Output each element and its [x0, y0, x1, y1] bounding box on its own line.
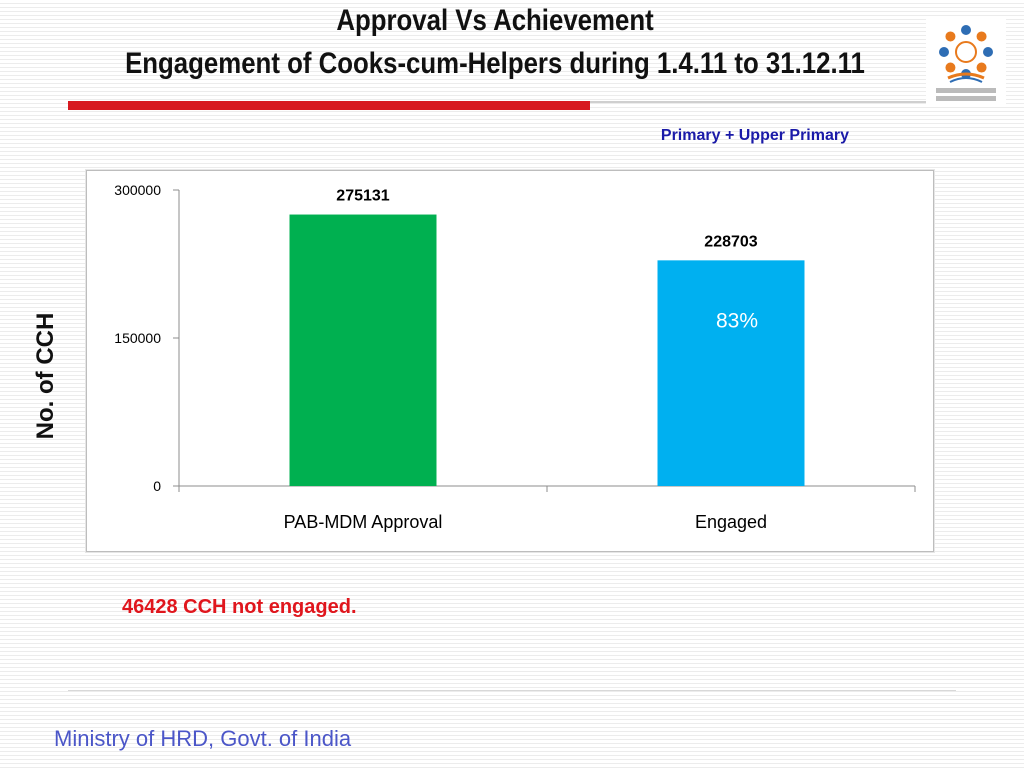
footer-divider — [68, 690, 956, 691]
y-tick-label: 150000 — [114, 330, 161, 346]
y-tick-label: 0 — [153, 478, 161, 494]
data-label: 228703 — [704, 233, 757, 250]
title-underline-grey — [590, 101, 930, 103]
y-axis-label: No. of CCH — [32, 312, 59, 440]
data-label: 275131 — [336, 188, 389, 205]
y-tick-label: 300000 — [114, 182, 161, 198]
title-underline-red — [68, 101, 590, 110]
chart-area: 0 150000 300000 275131 PAB-MDM Approval 22870… — [86, 170, 934, 552]
slide-title-line1: Approval Vs Achievement — [336, 4, 654, 37]
x-tick-label: PAB-MDM Approval — [284, 512, 443, 532]
percent-annotation: 83% — [716, 309, 758, 332]
slide-title-line2: Engagement of Cooks-cum-Helpers during 1… — [125, 47, 865, 80]
x-tick-label: Engaged — [695, 512, 767, 532]
bar-chart: 0 150000 300000 275131 PAB-MDM Approval 22870… — [114, 182, 916, 532]
mid-day-meal-logo-icon — [926, 16, 1006, 106]
footer-ministry: Ministry of HRD, Govt. of India — [54, 726, 352, 751]
not-engaged-note: 46428 CCH not engaged. — [122, 596, 357, 618]
bar-approval — [289, 214, 437, 486]
series-label: Primary + Upper Primary — [660, 127, 849, 144]
bar-engaged — [657, 260, 805, 486]
